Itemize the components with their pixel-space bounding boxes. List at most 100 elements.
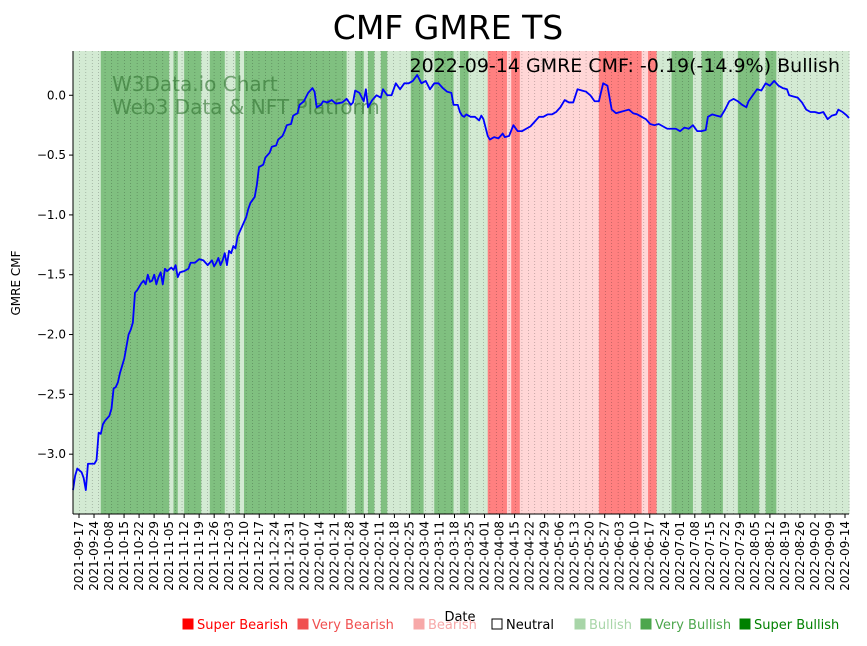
x-tick-label: 2022-07-15: [703, 521, 717, 591]
regime-bands: [73, 51, 850, 514]
watermark-line-1: W3Data.io Chart: [112, 72, 278, 96]
x-tick-label: 2021-11-19: [192, 521, 206, 591]
x-tick-label: 2022-08-19: [778, 521, 792, 591]
y-tick-label: −1.5: [37, 268, 66, 282]
regime-band: [387, 51, 412, 514]
x-axis-label: Date: [444, 610, 475, 625]
x-tick-label: 2022-01-21: [327, 521, 341, 591]
regime-band: [346, 51, 356, 514]
regime-band: [374, 51, 382, 514]
x-tick-label: 2022-07-08: [688, 521, 702, 591]
x-tick-label: 2022-07-01: [673, 521, 687, 591]
y-axis-ticks: −3.0 −2.5 −2.0 −1.5 −1.0 −0.5 0.0: [37, 88, 73, 461]
x-tick-label: 2021-09-17: [72, 521, 86, 591]
legend-label: Super Bullish: [754, 618, 839, 633]
y-tick-label: 0.0: [47, 88, 66, 102]
regime-band: [598, 51, 643, 514]
x-tick-label: 2022-08-26: [793, 521, 807, 591]
regime-band: [201, 51, 211, 514]
x-tick-label: 2022-08-05: [748, 521, 762, 591]
x-tick-label: 2022-06-24: [658, 521, 672, 591]
regime-band: [511, 51, 521, 514]
x-tick-label: 2022-03-11: [432, 521, 446, 591]
legend-label: Very Bearish: [312, 618, 394, 633]
legend-swatch: [297, 618, 309, 630]
x-tick-label: 2022-06-17: [643, 521, 657, 591]
regime-band: [776, 51, 850, 514]
x-tick-label: 2022-04-29: [538, 521, 552, 591]
x-tick-label: 2022-09-09: [823, 521, 837, 591]
watermark-line-2: Web3 Data & NFT Platform: [112, 95, 380, 119]
x-tick-label: 2022-05-27: [598, 521, 612, 591]
regime-band: [434, 51, 455, 514]
regime-band: [423, 51, 435, 514]
regime-band: [519, 51, 600, 514]
regime-band: [368, 51, 375, 514]
regime-band: [468, 51, 489, 514]
regime-band: [380, 51, 388, 514]
x-tick-label: 2021-11-05: [162, 521, 176, 591]
y-tick-label: −2.0: [37, 328, 66, 342]
x-tick-label: 2021-10-22: [132, 521, 146, 591]
x-tick-label: 2021-10-15: [117, 521, 131, 591]
x-tick-label: 2022-07-29: [733, 521, 747, 591]
regime-band: [765, 51, 777, 514]
x-tick-label: 2022-03-18: [447, 521, 461, 591]
regime-band: [487, 51, 508, 514]
legend-label: Bearish: [428, 618, 477, 633]
regime-band: [177, 51, 185, 514]
legend-label: Super Bearish: [197, 618, 288, 633]
x-tick-label: 2021-10-08: [102, 521, 116, 591]
regime-band: [224, 51, 236, 514]
legend-swatch: [574, 618, 586, 630]
x-tick-label: 2022-04-15: [508, 521, 522, 591]
x-tick-label: 2022-09-02: [808, 521, 822, 591]
x-tick-label: 2022-06-03: [613, 521, 627, 591]
regime-band: [648, 51, 658, 514]
regime-band: [459, 51, 469, 514]
x-tick-label: 2022-01-07: [297, 521, 311, 591]
legend: Super Bearish Very Bearish Bearish Neutral B…: [182, 618, 839, 633]
x-tick-label: 2022-05-20: [583, 521, 597, 591]
regime-band: [235, 51, 241, 514]
regime-band: [209, 51, 226, 514]
legend-swatch: [491, 618, 503, 630]
regime-band: [737, 51, 760, 514]
x-tick-label: 2022-02-25: [402, 521, 416, 591]
x-tick-label: 2022-04-01: [478, 521, 492, 591]
legend-label: Very Bullish: [655, 618, 731, 633]
regime-band: [244, 51, 348, 514]
regime-band: [173, 51, 179, 514]
axes: [72, 51, 849, 515]
x-tick-label: 2022-02-11: [372, 521, 386, 591]
regime-band: [641, 51, 649, 514]
y-tick-label: −0.5: [37, 148, 66, 162]
regime-band: [656, 51, 673, 514]
x-tick-label: 2022-07-22: [718, 521, 732, 591]
regime-band: [722, 51, 739, 514]
x-tick-label: 2022-09-14: [838, 521, 852, 591]
regime-band: [100, 51, 170, 514]
regime-band: [692, 51, 702, 514]
x-tick-label: 2022-01-14: [312, 521, 326, 591]
x-tick-label: 2022-03-25: [463, 521, 477, 591]
regime-band: [73, 51, 102, 514]
regime-band: [759, 51, 767, 514]
legend-swatch: [739, 618, 751, 630]
x-tick-label: 2021-10-29: [147, 521, 161, 591]
x-tick-label: 2022-02-04: [357, 521, 371, 591]
x-tick-label: 2022-08-12: [763, 521, 777, 591]
y-tick-label: −3.0: [37, 447, 66, 461]
x-tick-label: 2022-06-10: [628, 521, 642, 591]
legend-swatch: [413, 618, 425, 630]
x-tick-label: 2022-05-13: [568, 521, 582, 591]
regime-band: [410, 51, 425, 514]
legend-label: Bullish: [589, 618, 632, 633]
x-tick-label: 2021-12-10: [237, 521, 251, 591]
x-tick-label: 2022-05-06: [553, 521, 567, 591]
x-tick-label: 2022-04-08: [493, 521, 507, 591]
regime-band: [363, 51, 369, 514]
x-tick-label: 2022-01-28: [342, 521, 356, 591]
y-axis-label: GMRE CMF: [9, 250, 23, 315]
